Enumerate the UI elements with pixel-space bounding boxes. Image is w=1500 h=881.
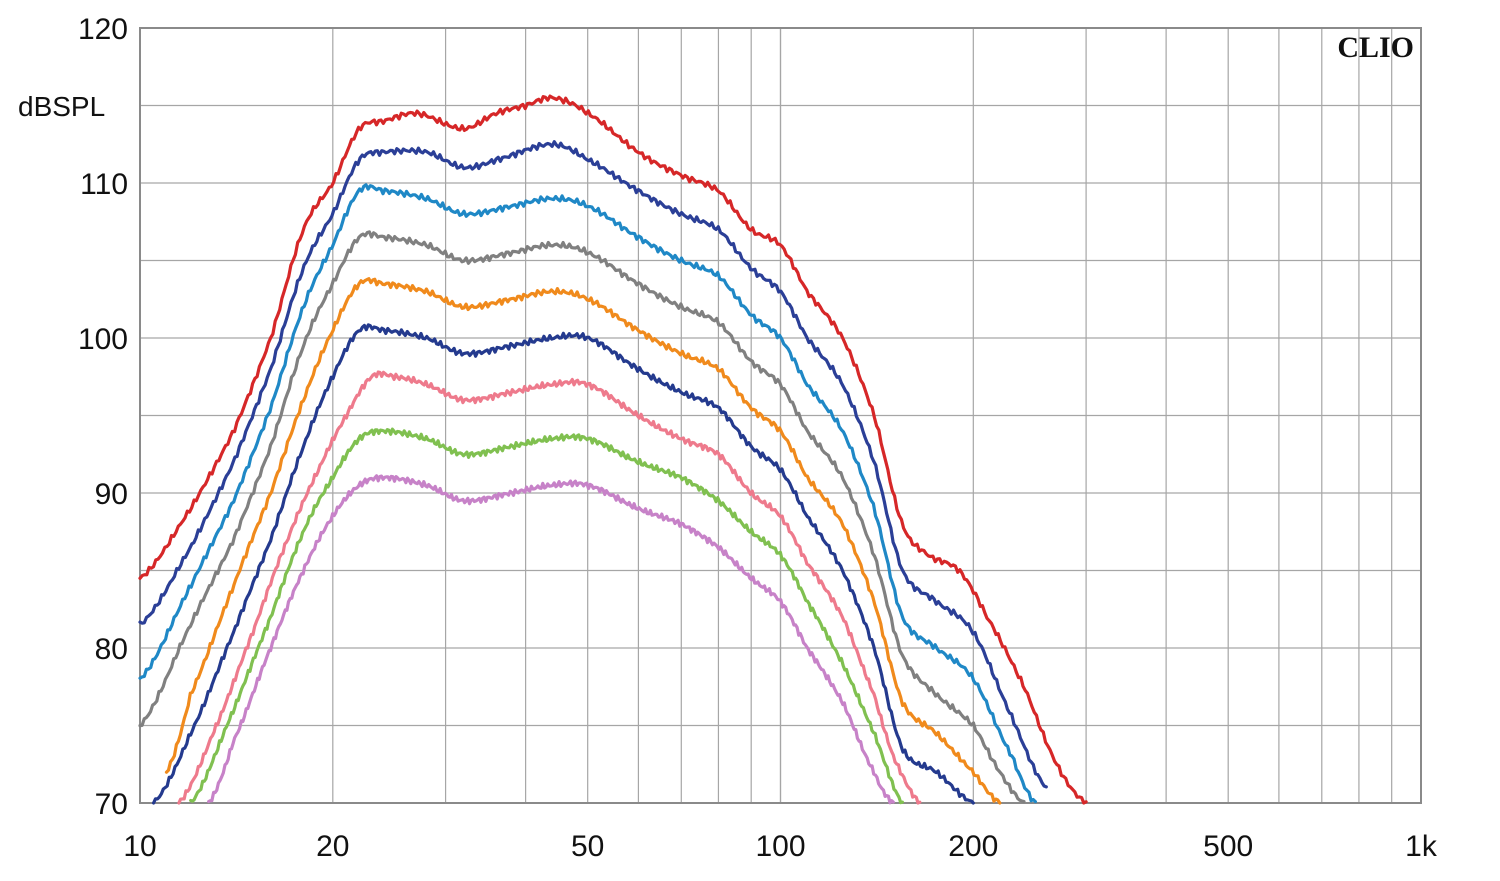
y-axis-label: dBSPL xyxy=(18,91,105,122)
y-tick-label: 80 xyxy=(95,633,128,666)
x-tick-label: 100 xyxy=(755,830,805,863)
x-tick-label: 20 xyxy=(316,830,349,863)
y-axis-tick-labels: 70 80 90 100 110 120 xyxy=(78,13,128,821)
x-tick-label: 10 xyxy=(123,830,156,863)
series-group xyxy=(138,94,1088,805)
y-tick-label: 90 xyxy=(95,478,128,511)
x-tick-label: 50 xyxy=(571,830,604,863)
x-tick-label: 1k xyxy=(1405,830,1438,863)
series-line xyxy=(138,230,1026,804)
y-tick-label: 100 xyxy=(78,323,128,356)
x-axis-tick-labels: 10 20 50 100 200 500 1k xyxy=(123,830,1438,863)
series-line xyxy=(138,94,1088,805)
series-line xyxy=(207,474,895,805)
series-line xyxy=(138,140,1048,789)
x-tick-label: 500 xyxy=(1203,830,1253,863)
y-tick-label: 120 xyxy=(78,13,128,46)
series-line xyxy=(177,370,922,805)
series-line xyxy=(164,277,1002,805)
x-tick-label: 200 xyxy=(948,830,998,863)
y-tick-label: 70 xyxy=(95,788,128,821)
series-line xyxy=(152,323,975,805)
grid xyxy=(140,28,1421,803)
y-tick-label: 110 xyxy=(80,168,128,201)
plot-frame xyxy=(139,27,1422,804)
clio-brand-label: CLIO xyxy=(1337,31,1414,64)
series-line xyxy=(189,427,904,805)
series-line xyxy=(138,183,1037,804)
